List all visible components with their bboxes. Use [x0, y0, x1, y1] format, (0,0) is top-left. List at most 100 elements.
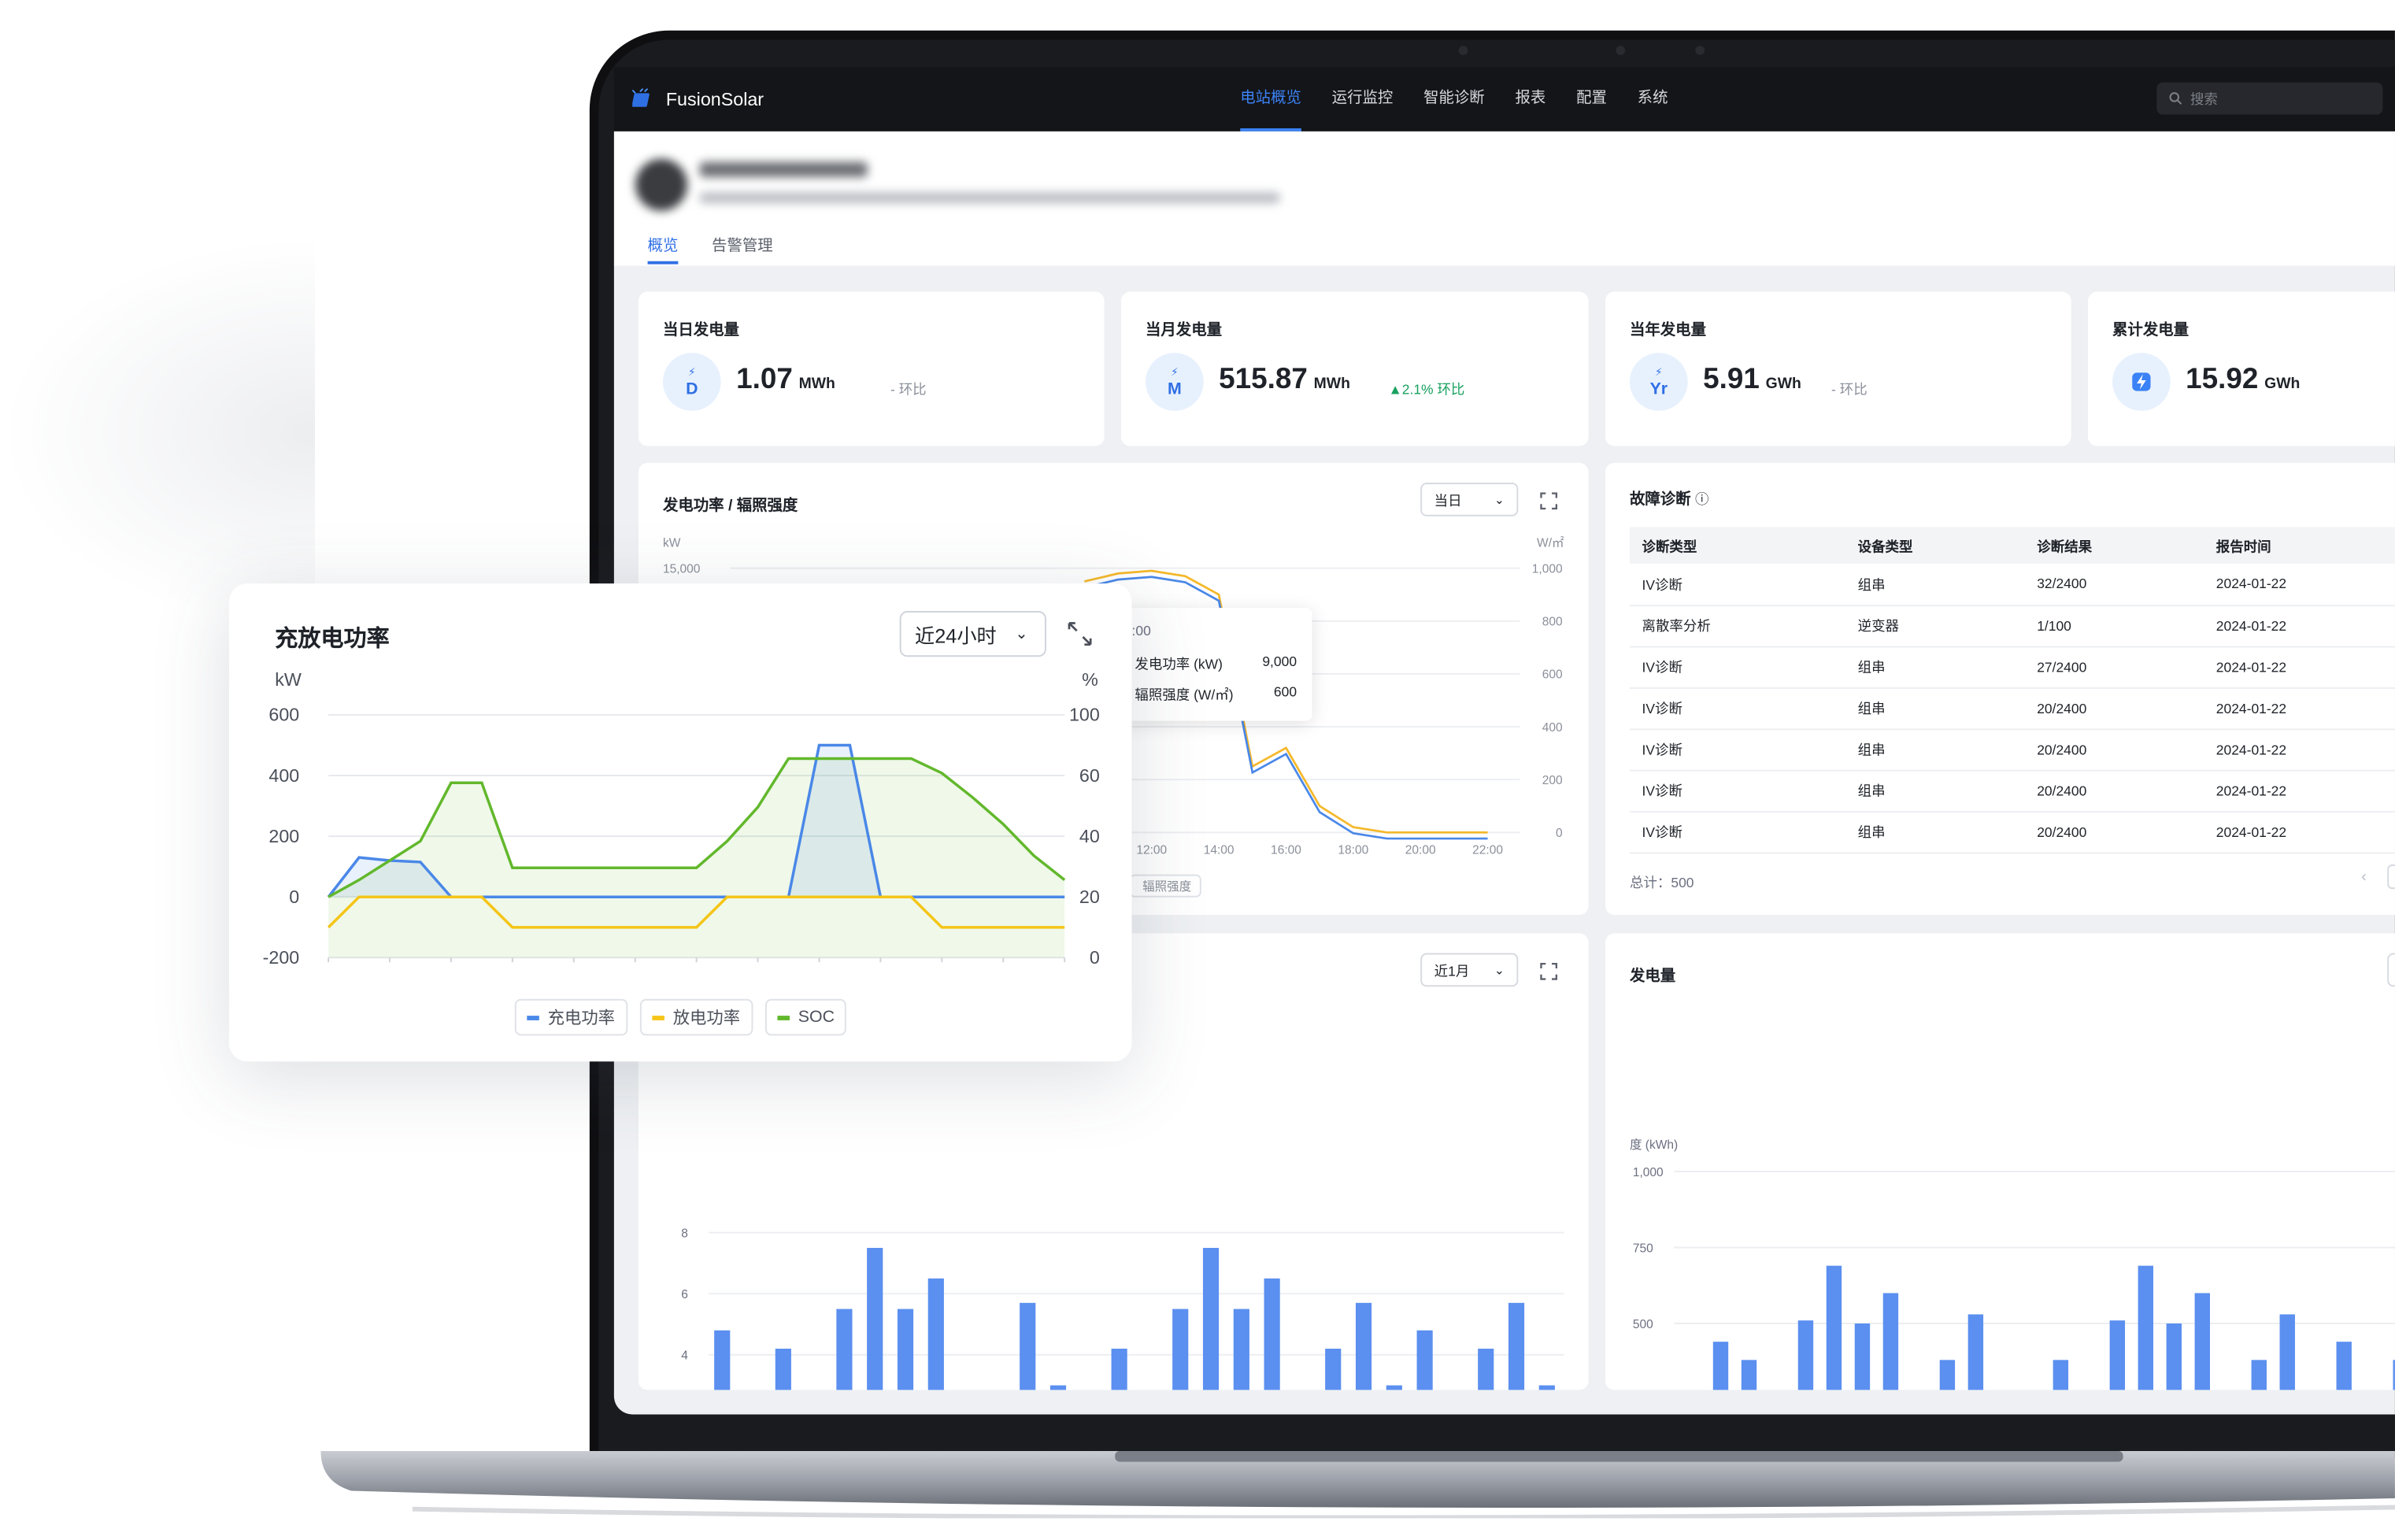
nav-item-overview[interactable]: 电站概览: [1240, 67, 1301, 131]
table-row[interactable]: IV诊断 组串 20/2400 2024-01-22: [1629, 769, 2395, 813]
prev-page-icon[interactable]: ‹: [2361, 868, 2367, 887]
y-tick-label: 6: [681, 1288, 688, 1301]
legend-swatch: [776, 1015, 790, 1020]
legend-label: SOC: [798, 1008, 835, 1027]
table-cell: 20/2400: [2024, 687, 2204, 730]
right-axis-unit: W/㎡: [1537, 536, 1564, 550]
table-row[interactable]: 离散率分析 逆变器 1/100 2024-01-22: [1629, 605, 2395, 647]
legend-item-soc[interactable]: SOC: [764, 998, 847, 1036]
expand-icon[interactable]: [1066, 620, 1094, 648]
bar: [1111, 1349, 1127, 1390]
bar: [1416, 1330, 1433, 1390]
soc-area: [328, 758, 1065, 958]
period-select[interactable]: [2387, 953, 2395, 987]
period-select[interactable]: 近24小时 ⌄: [899, 611, 1046, 657]
table-cell: 组串: [1845, 687, 2025, 730]
bar: [1386, 1385, 1402, 1390]
kpi-value: 1.07 MWh: [736, 364, 835, 398]
trend-label: 环比: [1437, 382, 1465, 398]
expand-icon[interactable]: [1540, 962, 1558, 980]
kpi-title: 当日发电量: [662, 322, 739, 339]
station-name-blurred: [699, 161, 868, 178]
nav-item-monitoring[interactable]: 运行监控: [1331, 90, 1394, 107]
y2-tick-label: 20: [1079, 887, 1100, 907]
card-title: 发电功率 / 辐照强度: [662, 498, 798, 515]
column-header[interactable]: 诊断结果: [2024, 527, 2204, 564]
bar: [714, 1330, 731, 1390]
table-cell: IV诊断: [1629, 811, 1846, 853]
tooltip-label: 发电功率 (kW): [1135, 657, 1223, 672]
search-input[interactable]: 搜索: [2156, 82, 2383, 115]
bar: [1020, 1302, 1036, 1390]
station-header: 概览 告警管理: [613, 131, 2395, 266]
left-axis-unit: kW: [275, 669, 302, 690]
kpi-unit: GWh: [2264, 376, 2301, 393]
table-row[interactable]: IV诊断 组串 20/2400 2024-01-22: [1629, 811, 2395, 853]
nav-item-config[interactable]: 配置: [1576, 90, 1607, 107]
bar: [2393, 1360, 2395, 1390]
search-placeholder: 搜索: [2190, 91, 2218, 107]
bar: [1939, 1360, 1956, 1390]
column-header[interactable]: 诊断类型: [1629, 527, 1846, 564]
column-header[interactable]: 设备类型: [1845, 527, 2025, 564]
kpi-card-daily: 当日发电量 ⚡ D 1.07 MWh - 环比: [638, 291, 1105, 446]
y2-tick-label: 60: [1079, 765, 1100, 786]
tab-overview[interactable]: 概览: [647, 232, 679, 265]
bar: [1967, 1314, 1984, 1390]
search-icon: [2169, 92, 2182, 105]
legend-item-charge[interactable]: 充电功率: [513, 998, 627, 1036]
camera-dot: [1616, 46, 1626, 55]
help-icon[interactable]: ⓘ: [1694, 491, 1709, 508]
legend-item-discharge[interactable]: 放电功率: [639, 998, 753, 1036]
nav-item-reports[interactable]: 报表: [1515, 90, 1546, 107]
tab-alarms[interactable]: 告警管理: [712, 238, 773, 255]
table-cell: 20/2400: [2024, 769, 2204, 813]
kpi-value: 5.91 GWh: [1703, 364, 1801, 398]
period-select[interactable]: 近1月 ⌄: [1420, 953, 1519, 987]
y2-tick-label: 1,000: [1532, 563, 1563, 576]
kpi-unit: MWh: [798, 376, 835, 393]
expand-icon[interactable]: [1540, 492, 1558, 510]
table-row[interactable]: IV诊断 组串 20/2400 2024-01-22: [1629, 687, 2395, 730]
chart-tooltip: :00 发电功率 (kW) 9,000 辐照强度 (W/㎡) 600: [1122, 608, 1312, 721]
bar: [2053, 1360, 2069, 1390]
bar: [1854, 1323, 1871, 1390]
bar: [2109, 1320, 2126, 1390]
y2-tick-label: 600: [1542, 668, 1563, 682]
y-tick-label: 750: [1633, 1242, 1653, 1255]
y2-tick-label: 100: [1069, 705, 1100, 725]
column-header[interactable]: 报告时间: [2204, 527, 2395, 564]
table-cell: 2024-01-22: [2204, 646, 2395, 688]
nav-item-diagnosis[interactable]: 智能诊断: [1423, 90, 1485, 107]
bar: [1826, 1265, 1842, 1390]
select-value: 近1月: [1434, 963, 1470, 979]
y2-tick-label: 400: [1542, 721, 1563, 735]
table-cell: 离散率分析: [1629, 605, 1846, 647]
legend-label: 充电功率: [547, 1009, 616, 1028]
kpi-icon-letter: M: [1167, 380, 1182, 399]
kpi-number: 1.07: [736, 363, 793, 396]
table-row[interactable]: IV诊断 组串 27/2400 2024-01-22: [1629, 646, 2395, 688]
table-row[interactable]: IV诊断 组串 32/2400 2024-01-22: [1629, 563, 2395, 606]
page-number-button[interactable]: [2387, 864, 2395, 890]
battery-bolt-icon: [2132, 372, 2151, 391]
trend-value: 2.1%: [1401, 382, 1434, 398]
period-select[interactable]: 当日 ⌄: [1420, 483, 1519, 516]
yearly-energy-icon: ⚡ Yr: [1629, 353, 1688, 411]
y-tick-label: 15,000: [663, 563, 701, 576]
nav-item-system[interactable]: 系统: [1637, 90, 1668, 107]
kpi-trend: - 环比: [890, 379, 927, 398]
table-cell: 组串: [1845, 563, 2025, 606]
app-logo[interactable]: FusionSolar: [632, 88, 764, 110]
legend-swatch: [526, 1015, 539, 1020]
diagnosis-table-body: IV诊断 组串 32/2400 2024-01-22 离散率分析 逆变器 1/100 2024…: [1629, 563, 2395, 853]
card-title: 发电量: [1629, 968, 1676, 986]
table-cell: IV诊断: [1629, 728, 1846, 771]
main-nav: 电站概览 运行监控 智能诊断 报表 配置 系统: [1240, 67, 1698, 131]
y-tick-label: -200: [263, 947, 300, 968]
series-line-2: [328, 757, 1066, 898]
table-row[interactable]: IV诊断 组串 20/2400 2024-01-22: [1629, 728, 2395, 771]
table-cell: 2024-01-22: [2204, 605, 2395, 647]
x-tick-label: 18:00: [1338, 843, 1368, 857]
